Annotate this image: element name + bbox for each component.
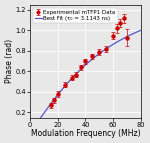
Best Fit (τ₀ = 3.1143 ns) (116, 41, 118, 43)
Line: Best Fit (τ₀ = 3.1143 ns): Best Fit (τ₀ = 3.1143 ns) (31, 30, 141, 132)
Y-axis label: Phase (rad): Phase (rad) (5, 39, 14, 83)
Best Fit (τ₀ = 3.1143 ns) (118, 40, 120, 42)
Best Fit (τ₀ = 3.1143 ns) (78, 70, 80, 72)
Legend: Experimental mTFP1 Data, Best Fit (τ₀ = 3.1143 ns): Experimental mTFP1 Data, Best Fit (τ₀ = … (33, 8, 118, 23)
Best Fit (τ₀ = 3.1143 ns) (140, 29, 142, 31)
Best Fit (τ₀ = 3.1143 ns) (105, 48, 107, 49)
Best Fit (τ₀ = 3.1143 ns) (41, 115, 43, 117)
Best Fit (τ₀ = 3.1143 ns) (74, 74, 76, 76)
X-axis label: Modulation Frequency (MHz): Modulation Frequency (MHz) (31, 129, 140, 138)
Best Fit (τ₀ = 3.1143 ns) (30, 131, 32, 133)
